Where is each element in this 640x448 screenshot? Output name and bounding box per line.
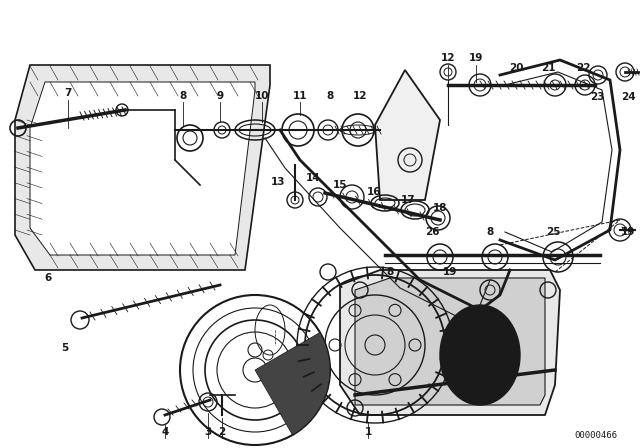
Text: 11: 11 bbox=[292, 91, 307, 101]
Text: 14: 14 bbox=[306, 173, 320, 183]
Text: 10: 10 bbox=[255, 91, 269, 101]
Text: 12: 12 bbox=[441, 53, 455, 63]
Text: 8: 8 bbox=[179, 91, 187, 101]
Text: 8: 8 bbox=[326, 91, 333, 101]
Polygon shape bbox=[30, 82, 255, 255]
Text: 19: 19 bbox=[469, 53, 483, 63]
Text: 13: 13 bbox=[271, 177, 285, 187]
Text: 21: 21 bbox=[541, 63, 556, 73]
Text: 20: 20 bbox=[509, 63, 524, 73]
Text: 19: 19 bbox=[621, 227, 635, 237]
Text: 5: 5 bbox=[61, 343, 68, 353]
Text: 4: 4 bbox=[161, 427, 169, 437]
Text: 8: 8 bbox=[387, 267, 394, 277]
Text: 16: 16 bbox=[367, 187, 381, 197]
Polygon shape bbox=[340, 270, 560, 415]
Text: 3: 3 bbox=[204, 427, 212, 437]
Text: 22: 22 bbox=[576, 63, 590, 73]
Polygon shape bbox=[355, 278, 545, 405]
Polygon shape bbox=[375, 70, 440, 200]
Text: 24: 24 bbox=[621, 92, 636, 102]
Wedge shape bbox=[255, 332, 330, 435]
Text: 17: 17 bbox=[401, 195, 415, 205]
Text: 25: 25 bbox=[546, 227, 560, 237]
Text: 23: 23 bbox=[589, 92, 604, 102]
Text: 2: 2 bbox=[218, 427, 226, 437]
Text: 12: 12 bbox=[353, 91, 367, 101]
Text: 19: 19 bbox=[443, 267, 457, 277]
Text: 15: 15 bbox=[333, 180, 348, 190]
Text: 6: 6 bbox=[44, 273, 52, 283]
Ellipse shape bbox=[440, 305, 520, 405]
Polygon shape bbox=[15, 65, 270, 270]
Text: 00000466: 00000466 bbox=[574, 431, 617, 440]
Text: 1: 1 bbox=[364, 427, 372, 437]
Text: 18: 18 bbox=[433, 203, 447, 213]
Text: 8: 8 bbox=[486, 227, 493, 237]
Text: 9: 9 bbox=[216, 91, 223, 101]
Text: 26: 26 bbox=[425, 227, 439, 237]
Text: 7: 7 bbox=[64, 88, 72, 98]
